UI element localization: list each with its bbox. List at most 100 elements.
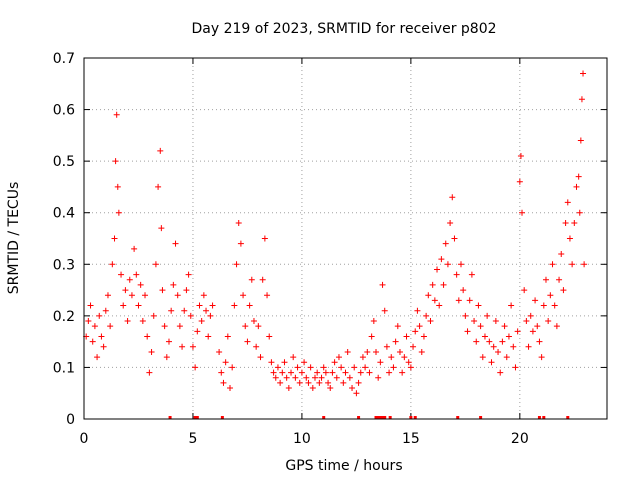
y-tick-label: 0.1 bbox=[53, 360, 75, 376]
data-point bbox=[135, 302, 142, 309]
data-point bbox=[492, 318, 499, 325]
data-point bbox=[87, 302, 94, 309]
data-point bbox=[94, 354, 101, 361]
data-point bbox=[144, 333, 151, 340]
data-point bbox=[416, 323, 423, 330]
data-point bbox=[388, 354, 395, 361]
x-tick-label: 15 bbox=[402, 431, 420, 447]
data-point bbox=[303, 374, 310, 381]
data-point bbox=[540, 302, 547, 309]
data-point bbox=[246, 302, 253, 309]
data-point bbox=[405, 359, 412, 366]
data-point bbox=[259, 276, 266, 283]
plot-frame bbox=[83, 57, 608, 420]
data-point bbox=[338, 364, 345, 371]
data-point bbox=[305, 379, 312, 386]
data-point bbox=[264, 292, 271, 299]
data-point bbox=[309, 385, 316, 392]
data-point bbox=[118, 271, 125, 278]
data-point bbox=[477, 323, 484, 330]
data-point bbox=[569, 261, 576, 268]
axis-ticks bbox=[83, 57, 607, 420]
data-point bbox=[573, 183, 580, 190]
data-point bbox=[279, 369, 286, 376]
data-point bbox=[85, 318, 92, 325]
data-point bbox=[434, 266, 441, 273]
data-point bbox=[314, 369, 321, 376]
data-point bbox=[102, 307, 109, 314]
data-point bbox=[294, 364, 301, 371]
data-point bbox=[440, 281, 447, 288]
data-point bbox=[137, 281, 144, 288]
data-point bbox=[115, 209, 122, 216]
data-point bbox=[296, 379, 303, 386]
data-point bbox=[316, 379, 323, 386]
data-point bbox=[392, 338, 399, 345]
data-point bbox=[322, 369, 329, 376]
data-point bbox=[205, 333, 212, 340]
data-point bbox=[253, 343, 260, 350]
data-point bbox=[512, 364, 519, 371]
data-point bbox=[499, 338, 506, 345]
y-tick-label: 0.3 bbox=[53, 257, 75, 273]
data-point bbox=[126, 276, 133, 283]
data-point bbox=[270, 369, 277, 376]
data-point bbox=[545, 318, 552, 325]
data-point bbox=[357, 369, 364, 376]
data-point bbox=[383, 343, 390, 350]
data-point bbox=[248, 276, 255, 283]
data-point bbox=[423, 312, 430, 319]
data-point bbox=[272, 374, 279, 381]
data-point bbox=[218, 369, 225, 376]
data-point bbox=[449, 194, 456, 201]
data-point bbox=[266, 333, 273, 340]
data-point bbox=[377, 359, 384, 366]
data-point bbox=[113, 111, 120, 118]
data-point bbox=[281, 359, 288, 366]
data-point bbox=[224, 333, 231, 340]
data-point bbox=[233, 261, 240, 268]
data-point bbox=[519, 209, 526, 216]
data-point bbox=[255, 323, 262, 330]
data-point bbox=[222, 359, 229, 366]
x-tick-label: 20 bbox=[511, 431, 529, 447]
data-point bbox=[420, 333, 427, 340]
data-point bbox=[514, 328, 521, 335]
data-point bbox=[257, 354, 264, 361]
data-point bbox=[457, 261, 464, 268]
data-point bbox=[181, 307, 188, 314]
data-point bbox=[529, 328, 536, 335]
data-point bbox=[240, 292, 247, 299]
data-point bbox=[353, 390, 360, 397]
data-point bbox=[98, 333, 105, 340]
data-point bbox=[366, 369, 373, 376]
data-point bbox=[165, 338, 172, 345]
data-point bbox=[283, 374, 290, 381]
x-tick-label: 0 bbox=[80, 431, 89, 447]
y-tick-label: 0.5 bbox=[53, 154, 75, 170]
data-point bbox=[375, 374, 382, 381]
data-point bbox=[547, 292, 554, 299]
data-point bbox=[100, 343, 107, 350]
data-point bbox=[96, 312, 103, 319]
data-point bbox=[168, 307, 175, 314]
data-point bbox=[412, 328, 419, 335]
data-point bbox=[447, 220, 454, 227]
data-point bbox=[503, 354, 510, 361]
bottom-marker bbox=[456, 416, 460, 419]
data-point bbox=[196, 302, 203, 309]
data-point bbox=[394, 323, 401, 330]
data-point bbox=[403, 333, 410, 340]
data-point bbox=[429, 281, 436, 288]
data-point bbox=[418, 348, 425, 355]
data-point bbox=[379, 281, 386, 288]
data-point bbox=[577, 137, 584, 144]
bottom-marker bbox=[374, 416, 378, 419]
data-point bbox=[187, 312, 194, 319]
data-point bbox=[479, 354, 486, 361]
data-point bbox=[370, 318, 377, 325]
data-point bbox=[157, 147, 164, 154]
data-point bbox=[471, 318, 478, 325]
data-point bbox=[220, 379, 227, 386]
data-point bbox=[475, 302, 482, 309]
